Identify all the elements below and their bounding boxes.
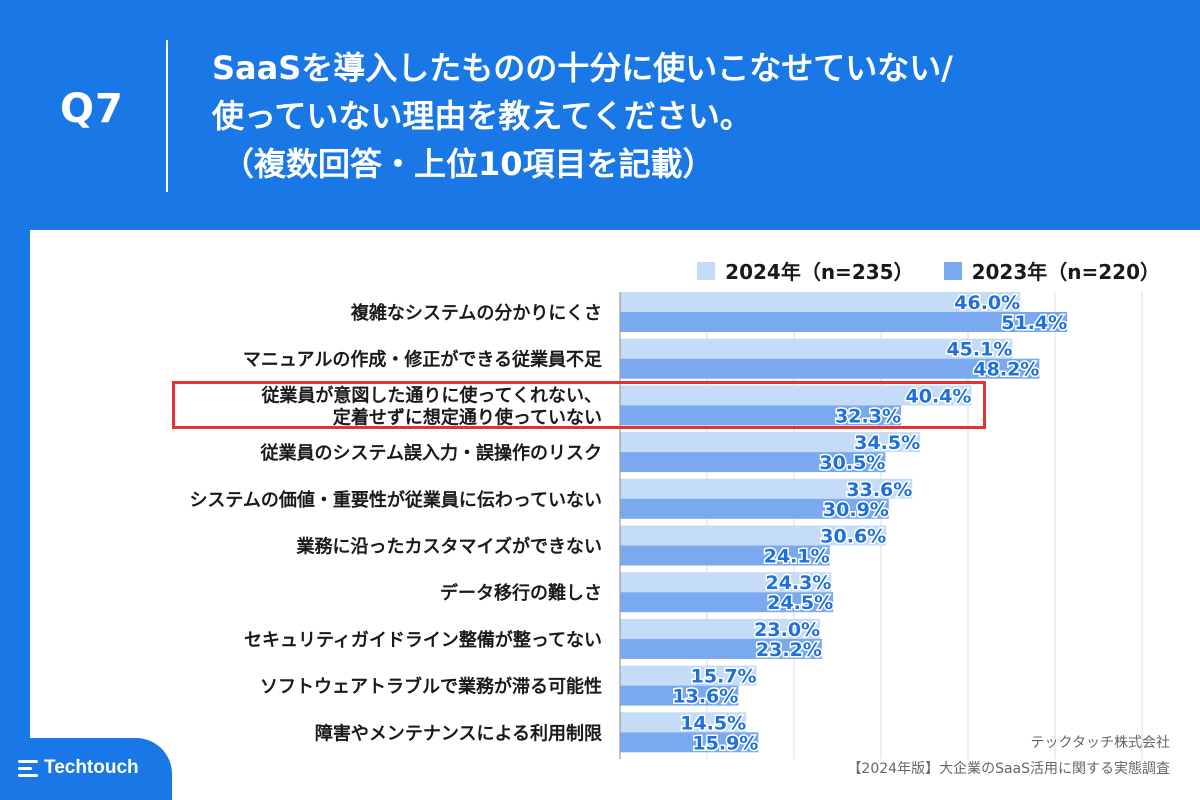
question-title-line-3: （複数回答・上位10項目を記載）: [222, 145, 715, 183]
brand-name: Techtouch: [44, 757, 139, 778]
legend-label-2023: 2023年（n=220）: [971, 260, 1160, 284]
bar-2024: [620, 478, 913, 499]
data-label-2024: 45.1%: [946, 339, 1012, 361]
category-label: 従業員が意図した通りに使ってくれない、: [260, 384, 602, 406]
bar-2023: [620, 685, 739, 706]
data-label-2023: 51.4%: [1001, 312, 1067, 334]
bar-chart: 46.0%51.4% 複雑なシステムの分かりにくさ 45.1%48.2% マニュアルの…: [189, 291, 1143, 759]
bar-2023: [620, 405, 902, 426]
question-id: Q7: [60, 86, 124, 132]
category-label: 障害やメンテナンスによる利用制限: [315, 722, 603, 744]
bar-2023: [620, 312, 1068, 332]
legend-item-2024: 2024年（n=235）: [697, 256, 914, 285]
category-label: マニュアルの作成・修正ができる従業員不足: [243, 349, 602, 371]
bar-2024: [620, 712, 747, 733]
data-label-2024: 23.0%: [754, 619, 820, 641]
legend-swatch-2024: [697, 261, 716, 280]
legend-label-2024: 2024年（n=235）: [725, 260, 914, 284]
legend-swatch-2023: [943, 261, 962, 280]
category-label: 従業員のシステム誤入力・誤操作のリスク: [260, 442, 602, 464]
data-label-2023: 30.9%: [823, 499, 889, 521]
report-source: 【2024年版】大企業のSaaS活用に関する実態調査: [847, 761, 1170, 777]
data-label-2023: 32.3%: [835, 405, 901, 427]
data-label-2024: 15.7%: [691, 666, 757, 688]
category-label: データ移行の難しさ: [440, 582, 602, 604]
data-label-2023: 24.5%: [767, 592, 833, 614]
question-title-line-1: SaaSを導入したものの十分に使いこなせていない/: [212, 49, 953, 87]
data-label-2023: 24.1%: [764, 546, 830, 568]
bar-2024: [620, 572, 832, 593]
data-label-2023: 48.2%: [973, 359, 1039, 381]
category-label: 定着せずに想定通り使っていない: [333, 406, 602, 428]
bar-2024: [620, 618, 821, 639]
question-title-line-2: 使っていない理由を教えてください。: [212, 97, 752, 135]
chart-card: 46.0% 51.4% 複雑なシステムの分かりにくさ 45.1% 48.2% マニュアルの…: [30, 230, 1200, 800]
bar-2024: [620, 292, 1021, 312]
bar-2024: [620, 385, 972, 406]
data-label-2024: 33.6%: [846, 479, 912, 501]
highlight-box: [172, 381, 986, 429]
data-label-2024: 24.3%: [765, 572, 831, 594]
bar-2024: [620, 665, 757, 686]
bar-2023: [620, 498, 889, 519]
data-label-2023: 13.6%: [672, 686, 738, 708]
data-label-2024: 46.0%: [954, 292, 1020, 314]
bar-2023: [620, 545, 830, 566]
bar-2023: [620, 638, 822, 659]
data-label-2023: 30.5%: [819, 452, 885, 474]
bar-2023: [620, 592, 834, 613]
bar-2024: [620, 525, 887, 546]
category-label: セキュリティガイドライン整備が整ってない: [244, 629, 602, 651]
chart-legend: 2024年（n=235） 2023年（n=220）: [697, 256, 1160, 285]
question-title: SaaSを導入したものの十分に使いこなせていない/ 使っていない理由を教えてくだ…: [212, 44, 1172, 188]
data-label-2024: 34.5%: [854, 432, 920, 454]
data-label-2024: 40.4%: [906, 385, 972, 407]
data-label-2023: 15.9%: [692, 732, 758, 754]
data-label-2024: 14.5%: [680, 712, 746, 734]
brand-logo: Techtouch: [0, 738, 172, 800]
bar-2023: [620, 732, 759, 753]
data-label-2023: 23.2%: [756, 639, 822, 661]
category-label: 業務に沿ったカスタマイズができない: [296, 536, 602, 558]
category-label: システムの価値・重要性が従業員に伝わっていない: [189, 489, 602, 511]
header: Q7 SaaSを導入したものの十分に使いこなせていない/ 使っていない理由を教え…: [0, 0, 1200, 230]
company-credit: テックタッチ株式会社: [1030, 735, 1170, 751]
legend-item-2023: 2023年（n=220）: [943, 256, 1160, 285]
header-divider: [166, 40, 168, 192]
bar-2024: [620, 338, 1013, 359]
category-label: ソフトウェアトラブルで業務が滞る可能性: [260, 676, 602, 698]
techtouch-logo-icon: [18, 760, 38, 777]
bar-2023: [620, 452, 886, 473]
bar-2023: [620, 358, 1040, 379]
data-label-2024: 30.6%: [820, 526, 886, 548]
bar-2024: [620, 432, 921, 453]
category-label: 複雑なシステムの分かりにくさ: [350, 302, 602, 324]
